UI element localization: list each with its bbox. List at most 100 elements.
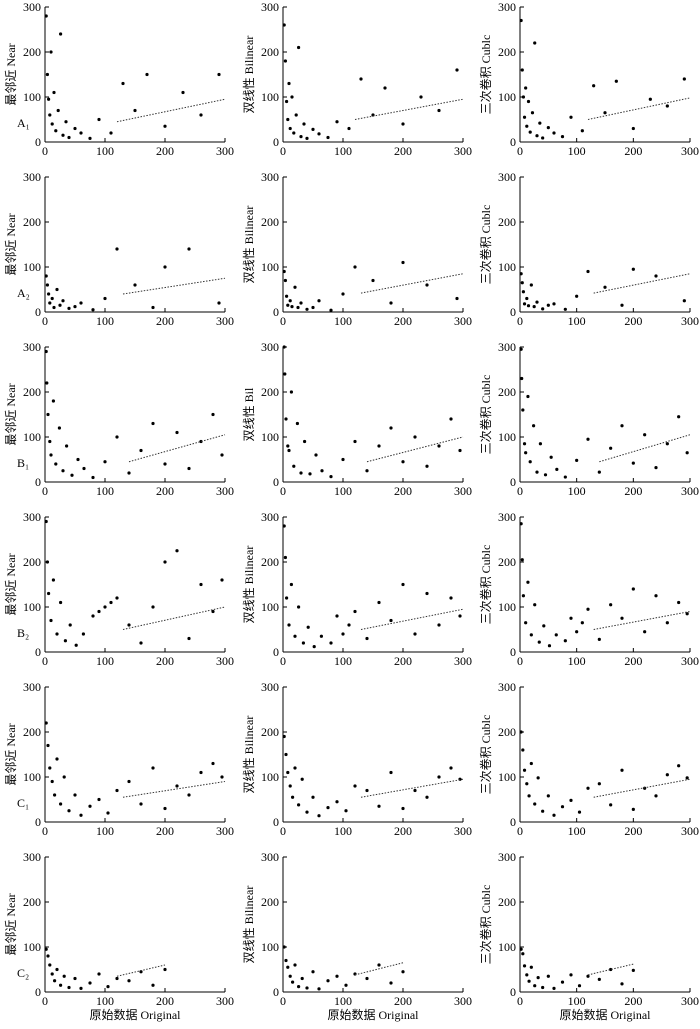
point (458, 448, 462, 453)
x-tick-label: 100 (96, 654, 114, 668)
point (609, 446, 613, 450)
point (97, 797, 101, 802)
point (335, 974, 339, 978)
x-axis-label: 原始数据 Original (328, 1007, 420, 1022)
point (50, 122, 54, 126)
point (552, 813, 556, 817)
point (533, 41, 537, 45)
point (665, 621, 669, 625)
point (288, 784, 292, 788)
x-tick-label: 100 (334, 994, 352, 1008)
point (79, 301, 83, 305)
point (175, 430, 179, 435)
point (347, 126, 351, 131)
y-tick-label: 0 (510, 645, 516, 659)
point (55, 287, 59, 292)
point (458, 614, 462, 618)
y-tick-label: 0 (273, 135, 279, 149)
x-tick-label: 100 (96, 314, 114, 328)
point (199, 770, 203, 775)
panel-label: B₁ (17, 456, 29, 470)
panel: 0 100 200 300 0 100 200 300 三次卷积 Cublc (478, 0, 699, 158)
point (284, 417, 288, 421)
point (377, 963, 381, 967)
point (536, 776, 540, 780)
point (654, 594, 658, 598)
point (115, 435, 119, 439)
point (305, 136, 309, 140)
x-tick-label: 0 (42, 484, 48, 498)
point (88, 136, 92, 140)
x-tick-label: 300 (454, 144, 472, 158)
point (344, 983, 348, 987)
point (371, 278, 375, 283)
point (529, 633, 533, 637)
trend-line (128, 434, 226, 463)
x-tick-label: 300 (216, 484, 234, 498)
panel: 0 100 200 300 0 100 200 300 双线性 Bil (242, 340, 472, 498)
point (575, 458, 579, 462)
point (295, 421, 299, 426)
point (341, 632, 345, 636)
point (301, 641, 305, 645)
point (449, 766, 453, 770)
point (319, 634, 323, 638)
panel-label: A₁ (17, 116, 30, 130)
point (603, 111, 607, 115)
y-axis-label: 双线性 Bil (242, 387, 256, 441)
point (580, 129, 584, 133)
point (44, 947, 48, 951)
x-tick-label: 0 (42, 824, 48, 838)
point (187, 247, 191, 251)
y-tick-label: 300 (261, 0, 279, 14)
panel: 0 100 200 300 0 100 200 300 三次卷积 Cublc (478, 340, 699, 498)
point (48, 963, 52, 967)
x-tick-label: 200 (394, 144, 412, 158)
point (519, 730, 523, 734)
point (292, 464, 296, 468)
point (220, 453, 224, 457)
y-tick-label: 300 (261, 510, 279, 524)
point (535, 134, 539, 138)
point (353, 265, 357, 269)
y-tick-label: 100 (23, 940, 41, 954)
x-tick-label: 200 (156, 144, 174, 158)
y-axis-label: 最邻近 Near (4, 893, 18, 955)
x-tick-label: 300 (681, 994, 699, 1008)
point (115, 788, 119, 793)
point (115, 596, 119, 600)
y-tick-label: 100 (261, 260, 279, 274)
point (413, 435, 417, 439)
point (389, 426, 393, 430)
point (73, 793, 77, 797)
trend-line (593, 273, 691, 294)
y-tick-label: 100 (261, 940, 279, 954)
y-tick-label: 200 (498, 895, 516, 909)
x-tick-label: 200 (156, 654, 174, 668)
point (620, 303, 624, 307)
point (521, 952, 525, 956)
point (287, 623, 291, 627)
point (79, 131, 83, 135)
point (163, 265, 167, 269)
point (286, 444, 290, 448)
x-tick-label: 200 (394, 994, 412, 1008)
x-axis-label: 原始数据 Original (90, 1007, 182, 1022)
point (329, 641, 333, 645)
y-tick-label: 200 (261, 215, 279, 229)
y-axis-label: 最邻近 Near (4, 213, 18, 275)
y-tick-label: 200 (498, 725, 516, 739)
point (560, 135, 565, 139)
point (521, 594, 526, 598)
x-tick-label: 100 (568, 994, 586, 1008)
point (520, 558, 524, 562)
point (127, 979, 131, 983)
trend-line (587, 97, 691, 120)
x-tick-label: 200 (394, 654, 412, 668)
x-tick-label: 0 (280, 824, 286, 838)
point (522, 302, 527, 306)
point (643, 786, 647, 790)
point (577, 810, 582, 814)
point (163, 124, 167, 128)
y-tick-label: 100 (498, 430, 516, 444)
